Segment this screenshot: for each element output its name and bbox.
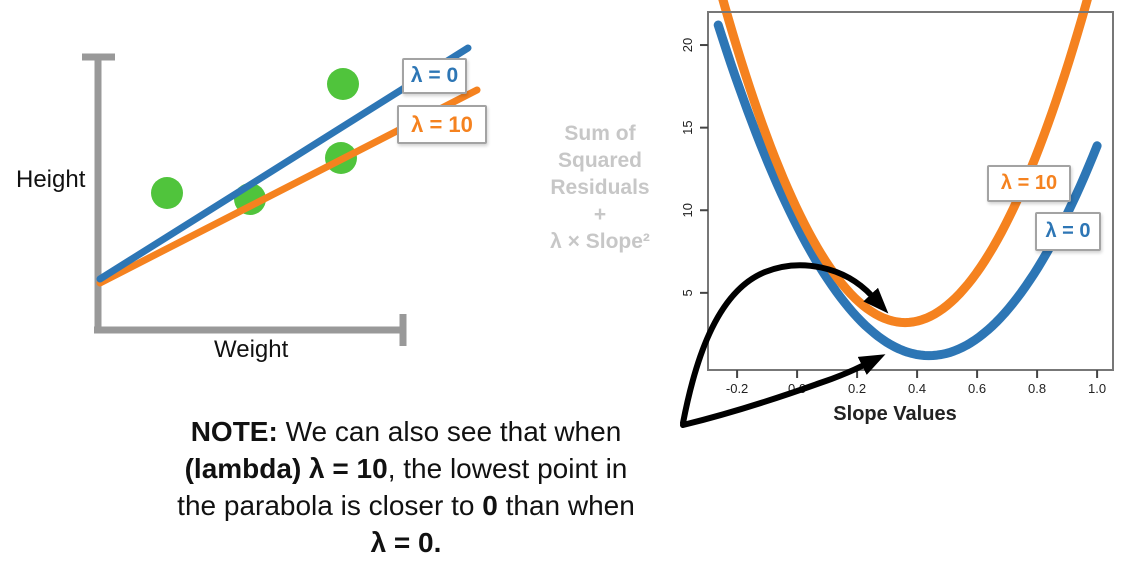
lambda-0-tag-right-text: λ = 0	[1045, 220, 1091, 242]
note-line-4: λ = 0.	[136, 524, 676, 561]
x-tick-label: 1.0	[1088, 381, 1106, 396]
lambda-0-tag-right: λ = 0	[1035, 212, 1101, 251]
note-regular: the parabola is closer to	[177, 490, 483, 521]
note-regular: , the lowest point in	[387, 453, 628, 484]
x-tick-label: 0.8	[1028, 381, 1046, 396]
lambda-0-tag-left: λ = 0	[402, 58, 467, 94]
plot-box	[707, 11, 1114, 371]
x-tick-label: 0.0	[788, 381, 806, 396]
y-axis-label-height: Height	[16, 166, 86, 193]
x-tick-label: 0.4	[908, 381, 926, 396]
formula-line: Squared	[557, 149, 643, 172]
ssr-penalty-formula: Sum of Squared Residuals + λ × Slope²	[527, 120, 673, 255]
formula-line: Residuals	[550, 176, 650, 199]
formula-line: λ × Slope²	[550, 230, 650, 253]
x-tick-label: -0.2	[726, 381, 748, 396]
note-bold: NOTE:	[190, 416, 278, 447]
data-point	[327, 68, 359, 100]
x-axis-title: Slope Values	[833, 403, 956, 425]
note-regular: than when	[497, 490, 635, 521]
x-tick-label: 0.6	[968, 381, 986, 396]
lambda-10-tag-left: λ = 10	[397, 105, 487, 144]
lambda-0-tag-left-text: λ = 0	[410, 64, 459, 87]
lambda-10-tag-right: λ = 10	[987, 165, 1071, 202]
note-text: NOTE: We can also see that when (lambda)…	[136, 413, 676, 561]
y-tick-label: 20	[680, 38, 695, 52]
formula-line: +	[593, 203, 607, 226]
note-line-2: (lambda) λ = 10, the lowest point in	[136, 450, 676, 487]
note-bold: (lambda) λ = 10	[184, 453, 388, 484]
note-line-3: the parabola is closer to 0 than when	[136, 487, 676, 524]
formula-line: Sum of	[564, 122, 636, 145]
note-regular: We can also see that when	[277, 416, 622, 447]
y-tick-label: 15	[680, 120, 695, 134]
y-tick-label: 10	[680, 203, 695, 217]
x-tick-label: 0.2	[848, 381, 866, 396]
curve-lambda-0	[713, 20, 1102, 361]
y-tick-label: 5	[680, 289, 695, 296]
note-bold: λ = 0.	[370, 527, 442, 558]
data-point	[151, 177, 183, 209]
note-bold: 0	[482, 490, 498, 521]
x-axis-label-weight: Weight	[214, 336, 289, 363]
lambda-10-tag-right-text: λ = 10	[1000, 172, 1058, 194]
lambda-10-tag-left-text: λ = 10	[411, 111, 473, 137]
note-line-1: NOTE: We can also see that when	[136, 413, 676, 450]
